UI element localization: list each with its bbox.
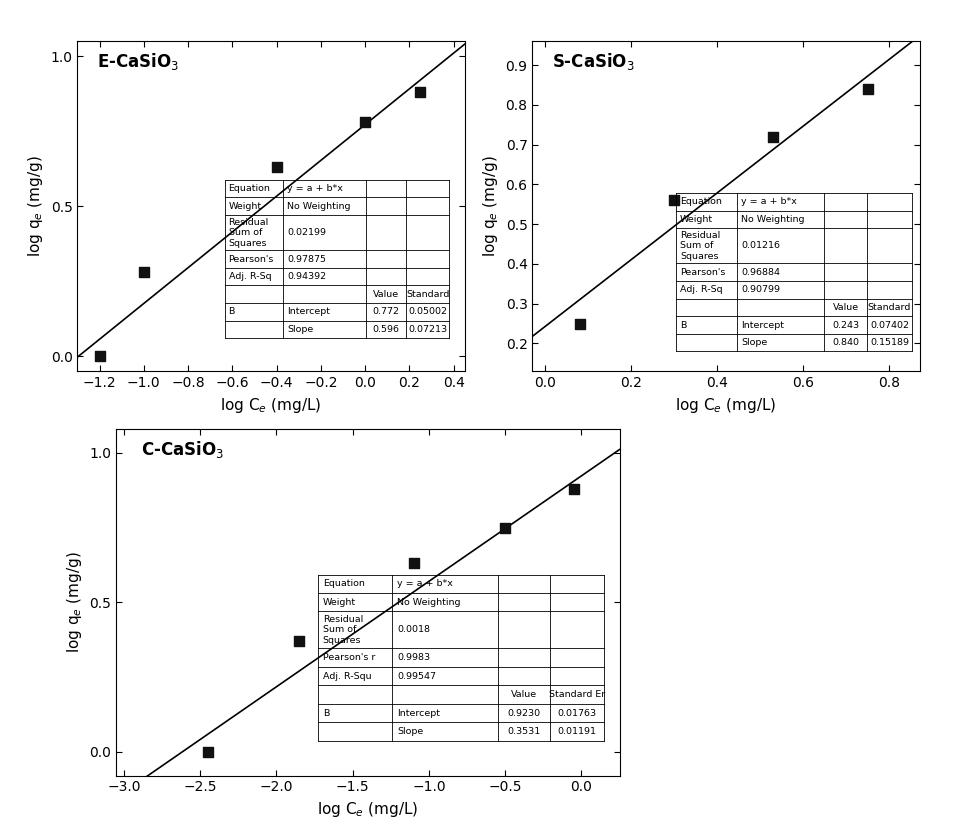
- Point: [269, 161, 285, 174]
- X-axis label: log C$_e$ (mg/L): log C$_e$ (mg/L): [318, 800, 418, 819]
- Y-axis label: log q$_e$ (mg/g): log q$_e$ (mg/g): [65, 551, 84, 653]
- Point: [498, 521, 513, 534]
- Point: [412, 86, 428, 99]
- Point: [200, 745, 216, 758]
- Point: [406, 557, 421, 570]
- Point: [566, 482, 582, 495]
- Text: E-CaSiO$_3$: E-CaSiO$_3$: [97, 51, 179, 72]
- Text: S-CaSiO$_3$: S-CaSiO$_3$: [552, 51, 634, 72]
- Point: [136, 266, 152, 279]
- Point: [766, 130, 781, 144]
- Y-axis label: log q$_e$ (mg/g): log q$_e$ (mg/g): [481, 155, 500, 257]
- Point: [357, 116, 373, 129]
- Point: [572, 317, 588, 330]
- Point: [291, 634, 307, 648]
- Text: C-CaSiO$_3$: C-CaSiO$_3$: [141, 440, 225, 460]
- Point: [92, 350, 107, 363]
- X-axis label: log C$_e$ (mg/L): log C$_e$ (mg/L): [676, 396, 776, 415]
- Point: [861, 82, 876, 96]
- Y-axis label: log q$_e$ (mg/g): log q$_e$ (mg/g): [26, 155, 45, 257]
- X-axis label: log C$_e$ (mg/L): log C$_e$ (mg/L): [221, 396, 321, 415]
- Point: [667, 194, 682, 207]
